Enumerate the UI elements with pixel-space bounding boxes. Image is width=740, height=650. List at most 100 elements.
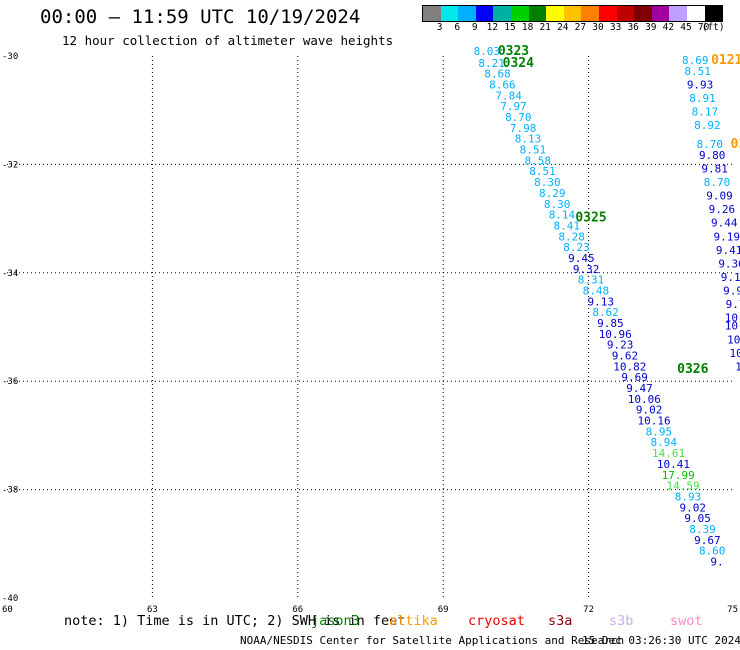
wave-height-value: 8.41 [554,219,581,232]
color-scale-label: 18 [521,22,534,33]
wave-height-value: 9.09 [706,190,733,203]
track-id-label: 0120 [730,137,740,152]
wave-height-value: 7.97 [500,100,527,113]
x-tick-label: 66 [292,605,303,615]
wave-height-value: 8.21 [478,57,505,70]
wave-height-value: 8.58 [524,154,551,167]
color-swatch [704,6,723,21]
wave-height-value: 14.59 [667,480,700,493]
y-tick-label: -32 [2,160,18,170]
wave-height-value: 9.32 [573,263,600,276]
color-scale-label: 36 [627,22,639,33]
wave-height-value: 8.03 [474,45,501,58]
wave-height-value: 9.62 [612,350,639,363]
wave-height-value: 8.30 [534,176,561,189]
wave-height-value: 8.70 [505,111,532,124]
y-tick-label: -34 [2,269,18,279]
track-id-label: 0323 [498,44,529,59]
credit-text: NOAA/NESDIS Center for Satellite Applica… [240,634,625,647]
y-tick-label: -30 [2,52,18,62]
wave-height-value: 10.16 [637,415,670,428]
satellite-legend-swot: swot [670,613,703,629]
wave-height-value: 8.51 [529,165,556,178]
color-swatch [440,6,459,21]
wave-height-value: 9.96 [723,284,740,297]
track-id-label: 0325 [575,210,606,225]
wave-height-value: 10.82 [613,360,646,373]
wave-height-value: 8.28 [558,230,585,243]
wave-height-value: 10.09 [725,320,740,333]
generated-timestamp: 15 Dec 03:26:30 UTC 2024 [582,634,740,647]
wave-height-value: 8.51 [520,144,547,157]
wave-height-value: 8.93 [675,490,702,503]
x-tick-label: 75 [727,605,738,615]
wave-height-value: 9.80 [699,149,726,162]
color-scale-label: 24 [557,22,569,33]
satellite-legend-cryosat: cryosat [468,613,525,629]
color-swatch [634,6,652,21]
wave-height-value: 8.30 [544,198,571,211]
satellite-legend-s3a: s3a [548,613,573,629]
color-scale-label: (ft) [701,22,725,33]
wave-height-value: 9.41 [716,244,740,257]
color-scale-label: 12 [486,22,499,33]
wave-height-value: 9.67 [694,534,721,547]
wave-height-value: 8.48 [583,284,610,297]
color-scale-label: 3 [436,22,443,33]
x-tick-label: 69 [438,605,449,615]
wave-height-value: 10.1 [735,360,740,373]
wave-height-value: 10.41 [657,458,690,471]
color-swatch [493,6,511,21]
wave-height-value: 9.76 [726,298,740,311]
color-scale-label: 21 [539,22,551,33]
color-swatch [510,6,529,21]
wave-height-value: 9.69 [621,371,648,384]
wave-height-value: 7.84 [495,89,522,102]
color-scale-label: 27 [574,22,587,33]
color-swatch [651,6,670,21]
color-scale-label: 30 [592,22,604,33]
wave-height-value: 8.70 [697,138,724,151]
wave-height-value: 10.06 [628,393,661,406]
color-scale-label: 39 [645,22,657,33]
wave-height-value: 9.02 [636,404,663,417]
wave-height-tracks: 8.038.218.688.667.847.978.707.988.138.51… [474,45,740,569]
color-swatch [616,6,635,21]
wave-height-value: 9.85 [597,317,624,330]
color-swatch [528,6,547,21]
wave-height-value: 9.36 [718,257,740,270]
wave-height-value: 10.72 [730,347,740,360]
wave-height-value: 8.14 [549,209,576,222]
wave-height-value: 17.99 [662,469,695,482]
color-swatch [563,6,582,21]
y-tick-label: -40 [2,594,18,604]
wave-height-value: 8.66 [489,79,516,92]
wave-height-value: 8.62 [592,306,619,319]
wave-height-value: 9.47 [626,382,653,395]
wave-height-value: 14.61 [652,447,685,460]
x-tick-label: 60 [2,605,13,615]
wave-height-value: 8.23 [563,241,590,254]
wave-height-value: 8.39 [689,523,716,536]
wave-height-value: 9. [710,555,723,568]
wave-height-value: 9.81 [701,163,728,176]
wave-height-value: 10.13 [727,333,740,346]
wave-height-value: 9.26 [709,203,736,216]
color-scale-label: 45 [680,22,692,33]
satellite-legend-altika: altika [389,613,438,629]
wave-height-value: 10.07 [725,312,740,325]
wave-height-value: 8.91 [689,92,716,105]
wave-height-value: 8.68 [484,68,511,81]
page-subtitle: 12 hour collection of altimeter wave hei… [62,33,394,48]
wave-height-value: 8.70 [704,176,731,189]
wave-height-value: 8.17 [692,106,719,119]
color-swatch [475,6,494,21]
wave-height-value: 8.13 [515,133,542,146]
wave-height-value: 9.23 [607,339,634,352]
wave-height-value: 9.05 [684,512,711,525]
color-scale-bar [422,5,724,22]
wave-height-value: 10.96 [599,328,632,341]
wave-height-value: 8.94 [650,436,677,449]
